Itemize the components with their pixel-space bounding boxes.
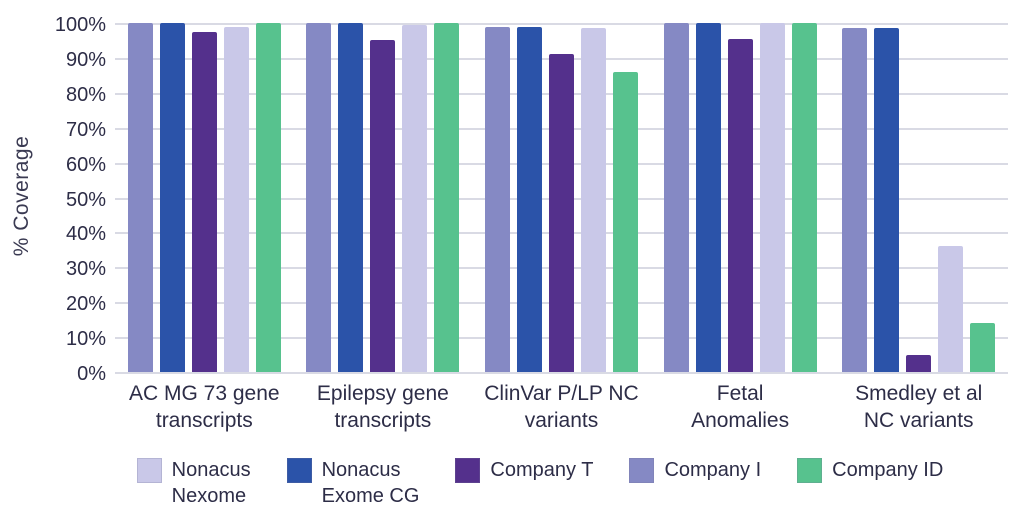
x-axis-category-label: AC MG 73 gene transcripts (129, 382, 280, 432)
bar-company-id (613, 71, 638, 372)
y-axis-tick-label: 100% (54, 14, 106, 36)
bar-nonacus-exome-cg (159, 23, 185, 372)
legend-label: Company T (490, 459, 594, 481)
bar-nonacus-nexome (223, 26, 249, 372)
bar-company-t (906, 354, 932, 372)
legend-label: Nonacus Exome CG (321, 459, 420, 507)
bar-company-i (842, 28, 868, 372)
legend-item-company-i: Company I (629, 457, 761, 483)
y-axis-tick-label: 20% (65, 293, 106, 316)
gridline (115, 372, 1008, 374)
bar-company-id (434, 23, 460, 372)
y-axis-tick-label: 60% (65, 153, 106, 176)
legend-swatch-icon (629, 458, 655, 483)
legend-label: Nonacus Nexome (171, 459, 251, 507)
legend-item-company-id: Company ID (797, 457, 943, 483)
bar-nonacus-exome-cg (695, 23, 721, 372)
y-axis-tick-label: 80% (65, 83, 106, 106)
bar-nonacus-nexome (402, 24, 428, 372)
x-axis-category-label: Smedley et al NC variants (855, 382, 983, 432)
legend-item-nonacus-nexome: Nonacus Nexome (136, 457, 251, 509)
bar-company-id (791, 23, 817, 372)
x-axis-category-label: ClinVar P/LP NC variants (484, 382, 639, 432)
legend-swatch-icon (455, 458, 481, 483)
chart-legend: Nonacus Nexome Nonacus Exome CG Company T C… (0, 457, 1024, 509)
plot-area (115, 23, 1008, 374)
bar-nonacus-nexome (759, 23, 785, 372)
legend-swatch-icon (797, 458, 823, 483)
bar-nonacus-nexome (581, 28, 606, 372)
bar-company-id (255, 23, 281, 372)
bar-company-t (370, 40, 396, 372)
bar-company-i (485, 26, 510, 372)
bar-nonacus-exome-cg (874, 28, 900, 372)
y-axis-tick-label: 40% (65, 223, 106, 246)
legend-label: Company I (664, 459, 762, 481)
legend-swatch-icon (136, 458, 162, 483)
legend-item-company-t: Company T (455, 457, 593, 483)
x-axis-category-label: Fetal Anomalies (691, 382, 790, 432)
y-axis-tick-label: 50% (65, 188, 106, 211)
y-axis-tick-label: 10% (65, 328, 106, 351)
bar-company-i (127, 23, 153, 372)
legend-swatch-icon (286, 458, 312, 483)
bar-company-t (727, 38, 753, 372)
bar-company-t (191, 31, 217, 372)
legend-item-nonacus-exome-cg: Nonacus Exome CG (286, 457, 420, 509)
y-axis-tick-label: 90% (65, 48, 106, 71)
bar-company-i (306, 23, 332, 372)
x-axis-category-label: Epilepsy gene transcripts (316, 382, 449, 432)
bar-nonacus-exome-cg (517, 26, 542, 372)
y-axis-tick-label: 30% (65, 258, 106, 281)
legend-label: Company ID (832, 459, 944, 481)
bar-company-id (970, 323, 996, 372)
bar-nonacus-exome-cg (338, 23, 364, 372)
y-axis-tick-label: 70% (65, 118, 106, 141)
bar-company-i (663, 23, 689, 372)
y-axis-tick-label: 0% (77, 363, 106, 385)
bar-nonacus-nexome (938, 246, 964, 372)
bar-company-t (549, 54, 574, 372)
gridline (115, 23, 1008, 25)
